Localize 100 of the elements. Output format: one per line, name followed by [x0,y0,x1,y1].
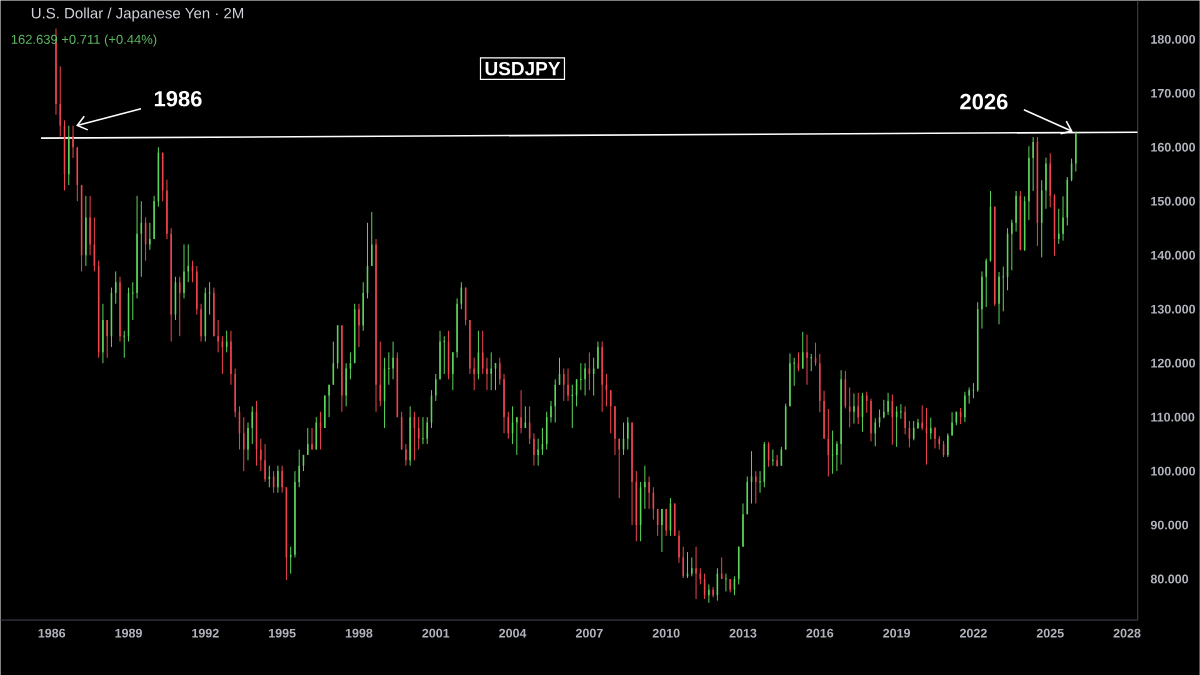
x-tick-label: 2028 [1113,628,1141,638]
candlestick [473,357,475,391]
candlestick [187,243,190,283]
y-tick-label: 160.000 [1151,142,1196,152]
candlestick [1015,190,1017,232]
candlestick [929,417,932,440]
candlestick [993,206,996,307]
candlestick [55,28,57,116]
x-tick-label: 2025 [1036,628,1064,638]
candlestick [921,404,923,431]
candlestick [298,449,300,488]
candlestick [1045,157,1047,210]
candlestick [362,281,364,332]
candlestick [217,319,219,353]
candlestick [370,211,373,267]
candlestick [554,378,557,424]
candlestick [776,454,778,468]
candlestick [1049,152,1051,208]
candlestick [840,369,842,466]
candlestick [153,195,155,240]
candlestick [421,416,425,445]
y-tick-label: 100.000 [1151,466,1196,476]
chart-title: U.S. Dollar / Japanese Yen · 2M [31,7,244,22]
candlestick [792,357,796,387]
candlestick [486,357,488,391]
y-tick-label: 170.000 [1151,88,1196,98]
candlestick [1032,136,1034,192]
candlestick [170,227,172,343]
candlestick [801,331,804,370]
candlestick [1011,219,1013,271]
candlestick [758,470,762,494]
candlestick [68,125,70,186]
candlestick [345,362,347,407]
x-tick-label: 1992 [192,628,219,638]
candlestick [917,418,919,430]
candlestick [934,426,936,449]
candlestick [196,265,198,316]
annotation: USDJPY [485,61,561,76]
candlestick [200,303,202,343]
candlestick [72,125,74,159]
candlestick [823,390,825,440]
x-tick-label: 2016 [806,628,834,638]
candlestick [601,341,603,413]
candlestick [678,529,680,564]
candlestick [242,416,245,472]
candlestick [166,179,168,240]
candlestick [149,222,151,251]
candlestick [563,368,565,402]
candlestick [434,373,437,402]
x-tick-label: 2019 [883,628,911,638]
candlestick [208,281,211,316]
candlestick [755,470,757,504]
candlestick [968,386,970,405]
candlestick [499,357,501,386]
x-tick-label: 2004 [499,628,527,638]
candlestick [306,427,309,456]
candlestick [618,438,621,499]
candlestick [904,405,906,435]
candlestick [281,465,283,494]
candlestick [806,334,808,386]
y-tick-label: 130.000 [1151,304,1196,314]
candlestick [627,416,629,451]
candlestick [695,546,697,600]
candlestick [358,303,360,348]
candlestick [831,430,834,475]
candlestick [520,389,522,434]
x-tick-label: 1989 [115,628,142,638]
candlestick [409,405,411,467]
candlestick [230,330,232,386]
candlestick [724,573,728,592]
candlestick [311,427,313,451]
x-tick-label: 2013 [729,628,757,638]
candlestick [452,351,454,391]
candlestick [597,341,599,370]
candlestick [537,438,539,467]
candlestick [648,476,650,510]
y-tick-label: 80.000 [1150,574,1189,584]
candlestick [729,578,731,594]
candlestick [665,508,667,537]
candlestick [1062,195,1064,242]
candlestick [234,368,236,418]
candlestick [836,440,838,472]
annotation: 2026 [960,93,1008,110]
candlestick [708,583,710,604]
candlestick [341,324,343,413]
candlestick [712,586,714,598]
y-tick-label: 110.000 [1151,412,1195,422]
candlestick [682,546,685,579]
candlestick [870,398,872,442]
x-tick-label: 2001 [422,628,450,638]
candlestick [1028,145,1030,221]
candlestick [887,392,889,416]
candlestick [89,195,91,256]
candlestick [102,303,104,364]
x-tick-label: 1998 [345,628,373,638]
candlestick [614,405,616,456]
candlestick [469,319,471,375]
candlestick [294,470,296,558]
candlestick [771,449,775,467]
candlestick [131,281,135,321]
